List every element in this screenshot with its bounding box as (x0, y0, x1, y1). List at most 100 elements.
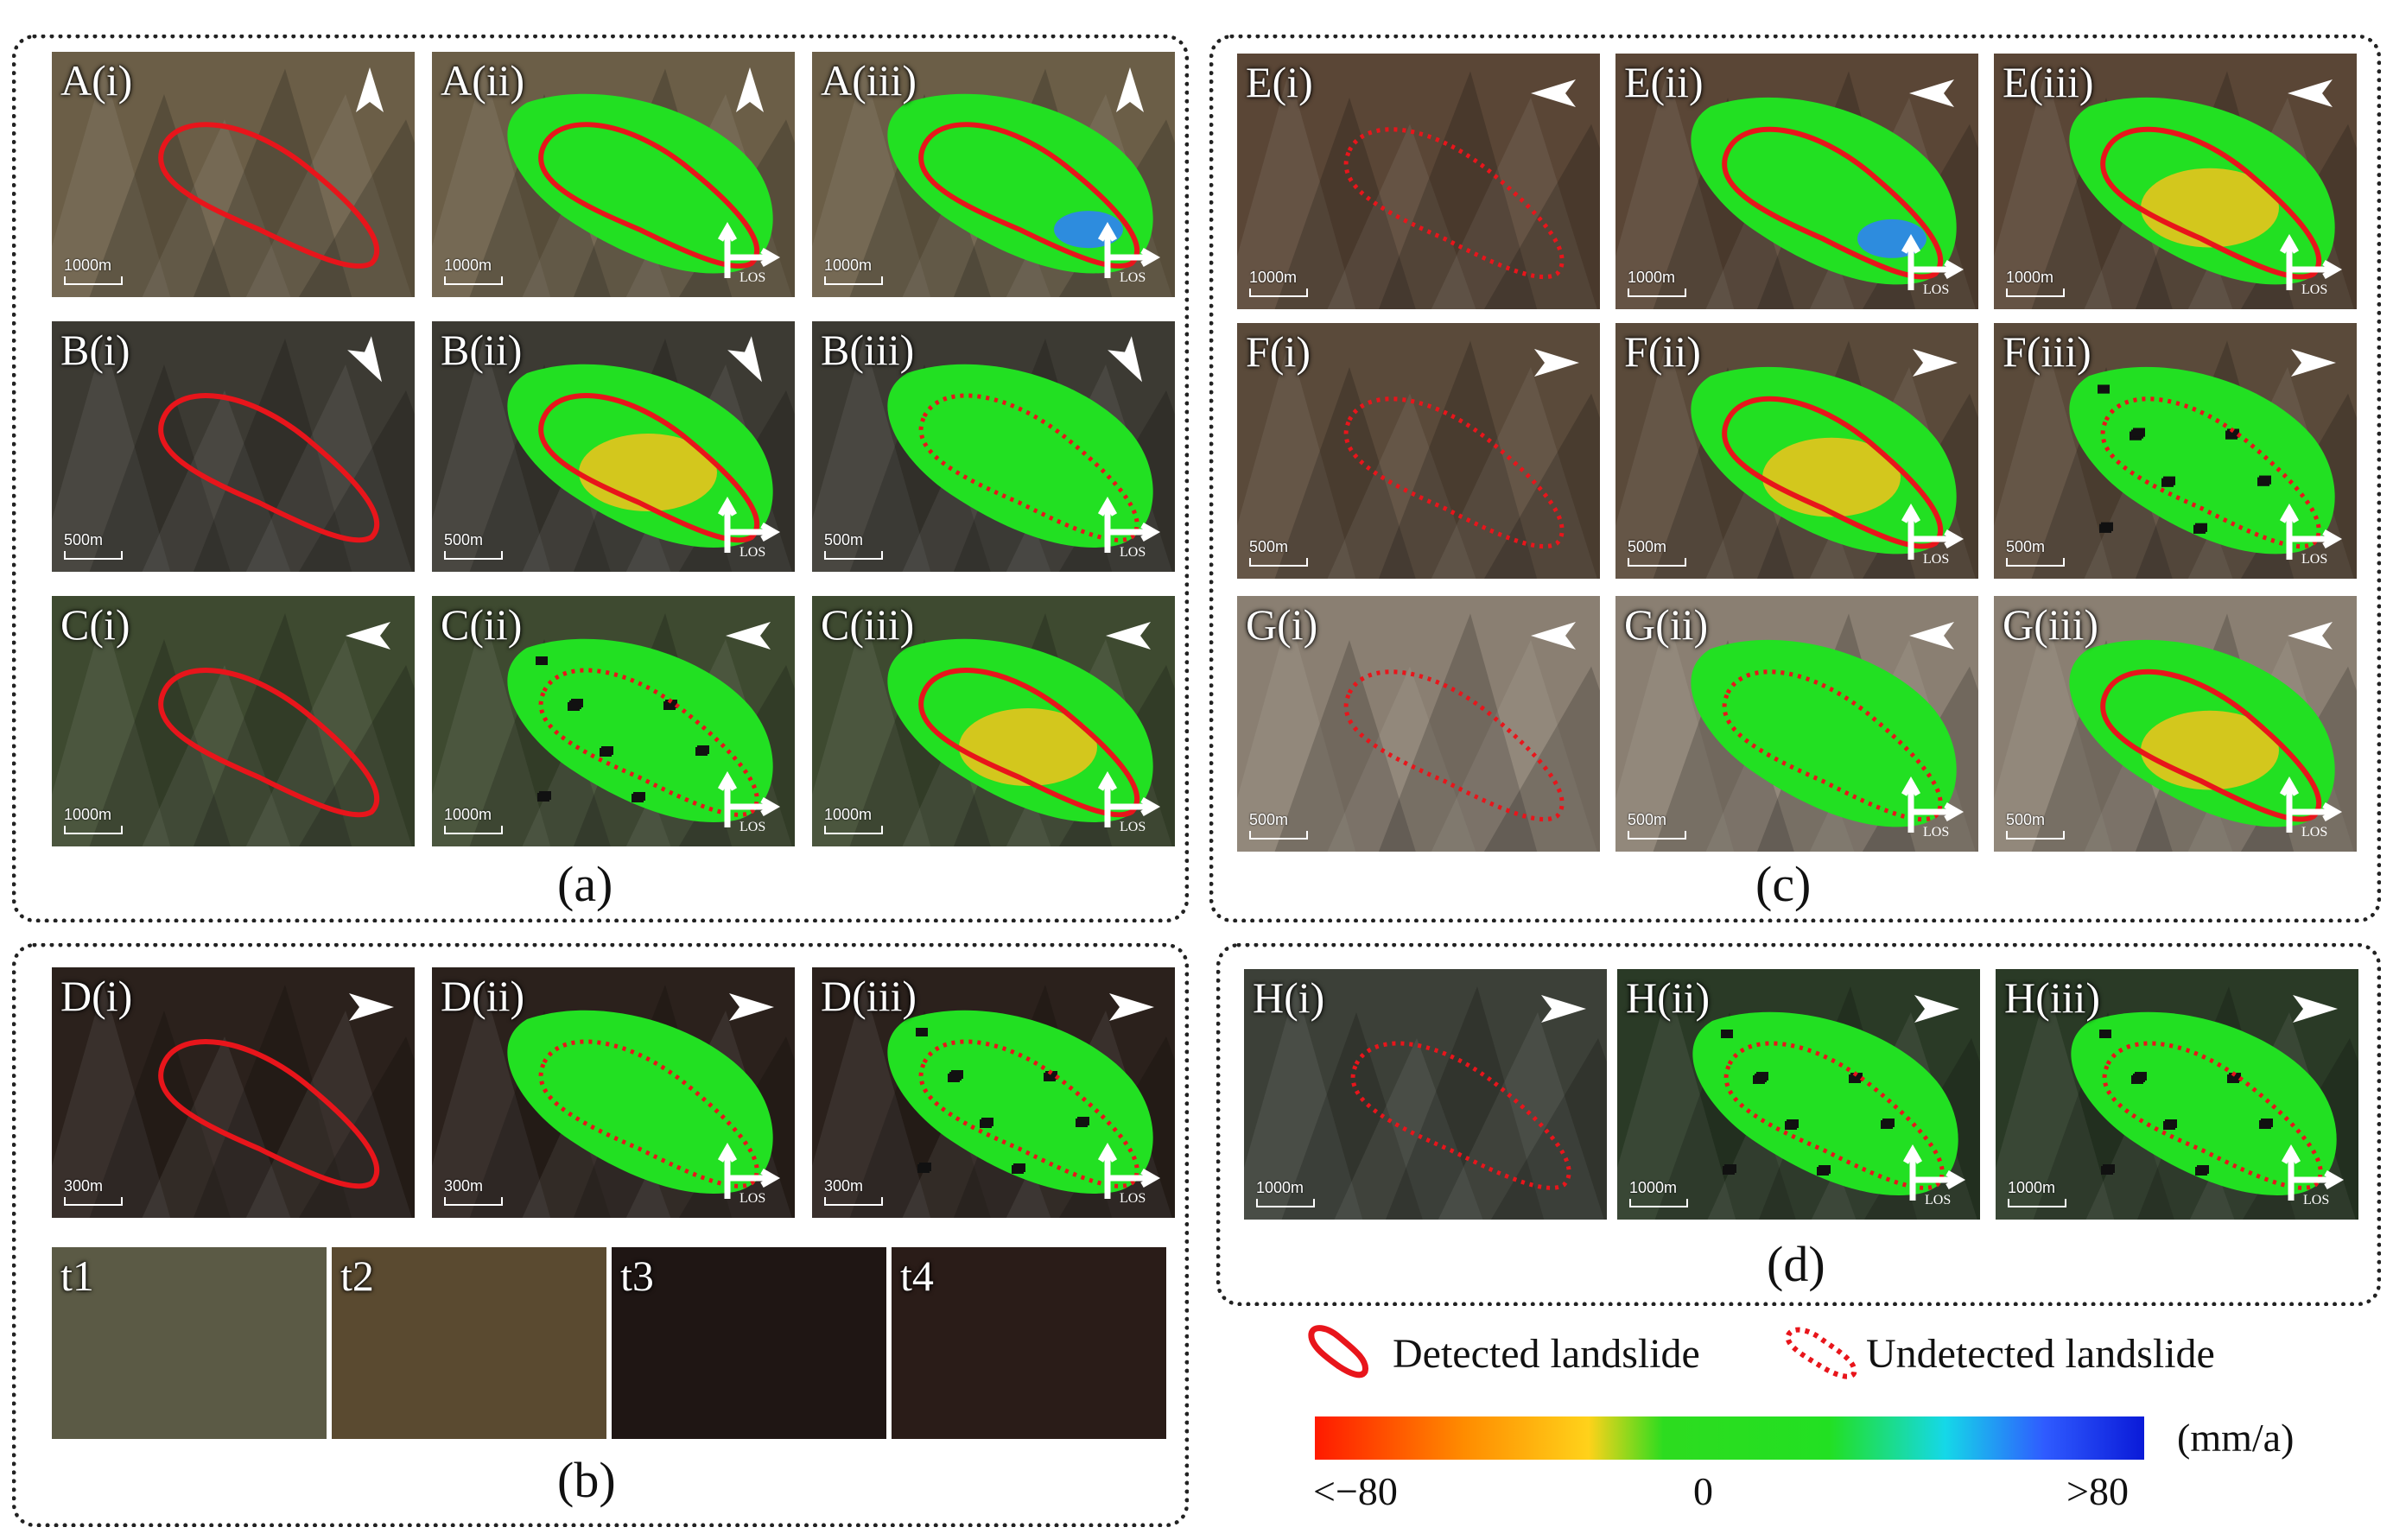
scale-bar: 300m (64, 1177, 123, 1206)
detected-landslide-outline (158, 122, 380, 269)
scale-label: 1000m (1256, 1179, 1304, 1196)
time-label-t4: t4 (900, 1252, 934, 1300)
scale-bar-line (64, 551, 123, 560)
map-panel-a-ii: A(ii) LOS 1000m (432, 52, 795, 297)
terrain-image (52, 613, 415, 846)
undetected-landslide-outline (1343, 127, 1565, 280)
scale-label: 500m (2006, 811, 2046, 828)
los-arrow-icon: LOS (717, 1142, 781, 1206)
terrain-ridge (52, 985, 171, 1218)
scale-bar-line (824, 276, 883, 285)
svg-text:LOS: LOS (1120, 820, 1146, 834)
terrain-ridge (1490, 1038, 1607, 1220)
terrain-image (1237, 71, 1600, 309)
los-arrow-icon: LOS (717, 770, 781, 834)
panel-label: H(ii) (1626, 973, 1711, 1022)
terrain-ridge (1274, 640, 1416, 852)
svg-text:LOS: LOS (739, 820, 765, 834)
map-panel-g-ii: G(ii) LOS 500m (1615, 596, 1978, 852)
scale-label: 300m (824, 1177, 864, 1195)
map-panel-c-iii: C(iii) LOS 1000m (812, 596, 1175, 846)
no-data-pixel (2098, 384, 2110, 394)
no-data-pixel (571, 699, 583, 707)
no-data-pixel (1819, 1165, 1831, 1174)
panel-label: G(i) (1246, 600, 1318, 649)
north-arrow-icon (729, 993, 774, 1021)
terrain-ridge (245, 639, 412, 846)
terrain-ridge (1617, 986, 1736, 1220)
no-data-pixel (981, 1118, 993, 1126)
no-data-pixel (2165, 1119, 2177, 1128)
no-data-pixel (1882, 1119, 1895, 1127)
terrain-ridge (1483, 124, 1600, 309)
no-data-pixel (919, 1163, 931, 1171)
terrain-image (432, 985, 795, 1218)
caption-d: (d) (1767, 1236, 1825, 1292)
group-a-frame (12, 35, 1189, 922)
svg-text:LOS: LOS (739, 270, 765, 285)
undetected-landslide-icon (1785, 1327, 1857, 1379)
terrain-image (1244, 986, 1607, 1220)
map-panel-d-i: D(i) 300m (52, 967, 415, 1218)
terrain-image (1617, 986, 1980, 1220)
north-arrow-icon (1109, 993, 1154, 1021)
map-panel-h-i: H(i) 1000m (1244, 969, 1607, 1220)
detected-landslide-outline (158, 393, 380, 543)
los-arrow-icon: LOS (1097, 770, 1161, 834)
detected-landslide-outline (2100, 126, 2322, 280)
north-arrow-icon (1108, 336, 1142, 383)
panel-label: C(ii) (441, 600, 523, 649)
panel-label: F(ii) (1624, 327, 1701, 376)
panel-label: B(i) (60, 326, 130, 374)
terrain-ridge (1615, 613, 1735, 852)
panel-label: C(i) (60, 600, 130, 649)
terrain-image (1237, 613, 1600, 852)
scale-bar-line (1249, 558, 1308, 567)
scale-label: 1000m (2006, 269, 2054, 286)
terrain-image (1994, 613, 2357, 852)
no-data-pixel (2103, 1164, 2115, 1173)
terrain-ridge (1994, 340, 2113, 579)
los-arrow-icon: LOS (2281, 1144, 2345, 1207)
panel-label: A(ii) (441, 56, 525, 105)
scale-bar-line (1628, 288, 1686, 297)
terrain-image (52, 68, 415, 297)
legend-undetected-label: Undetected landslide (1866, 1331, 2215, 1377)
north-arrow-icon (349, 993, 394, 1021)
velocity-overlay (507, 1010, 773, 1194)
scale-bar: 300m (444, 1177, 503, 1206)
north-arrow-icon (1909, 79, 1954, 107)
terrain-ridge (298, 1036, 415, 1218)
terrain-ridge (1615, 71, 1735, 309)
scale-label: 300m (64, 1177, 104, 1195)
scale-bar: 1000m (824, 806, 883, 834)
map-panel-c-i: C(i) 1000m (52, 596, 415, 846)
scale-bar-line (64, 276, 123, 285)
terrain-ridge (1274, 98, 1416, 309)
group-b-frame (12, 943, 1189, 1527)
caption-c: (c) (1755, 856, 1812, 912)
north-arrow-icon (1913, 349, 1958, 377)
map-panel-h-ii: H(ii) LOS 1000m (1617, 969, 1980, 1220)
no-data-pixel (1013, 1163, 1025, 1172)
map-panel-e-i: E(i) 1000m (1237, 54, 1600, 309)
panel-label: D(ii) (441, 972, 525, 1020)
scale-bar-line (2006, 558, 2065, 567)
los-arrow-icon: LOS (2279, 776, 2343, 840)
panel-label: F(iii) (2003, 327, 2091, 376)
los-arrow-icon: LOS (717, 221, 781, 285)
svg-text:LOS: LOS (739, 545, 765, 560)
detected-landslide-icon (1308, 1325, 1368, 1378)
map-panel-b-iii: B(iii) LOS 500m (812, 321, 1175, 572)
terrain-ridge (432, 339, 551, 572)
map-panel-e-ii: E(ii) LOS 1000m (1615, 54, 1978, 309)
terrain-ridge (812, 613, 931, 846)
terrain-image (432, 68, 795, 297)
terrain-ridge (812, 339, 931, 572)
undetected-landslide-outline (1343, 669, 1565, 822)
terrain-ridge (1378, 71, 1538, 309)
scale-label: 1000m (1249, 269, 1298, 286)
detected-landslide-outline (538, 122, 760, 269)
north-arrow-icon (736, 67, 764, 112)
terrain-ridge (1378, 613, 1538, 852)
